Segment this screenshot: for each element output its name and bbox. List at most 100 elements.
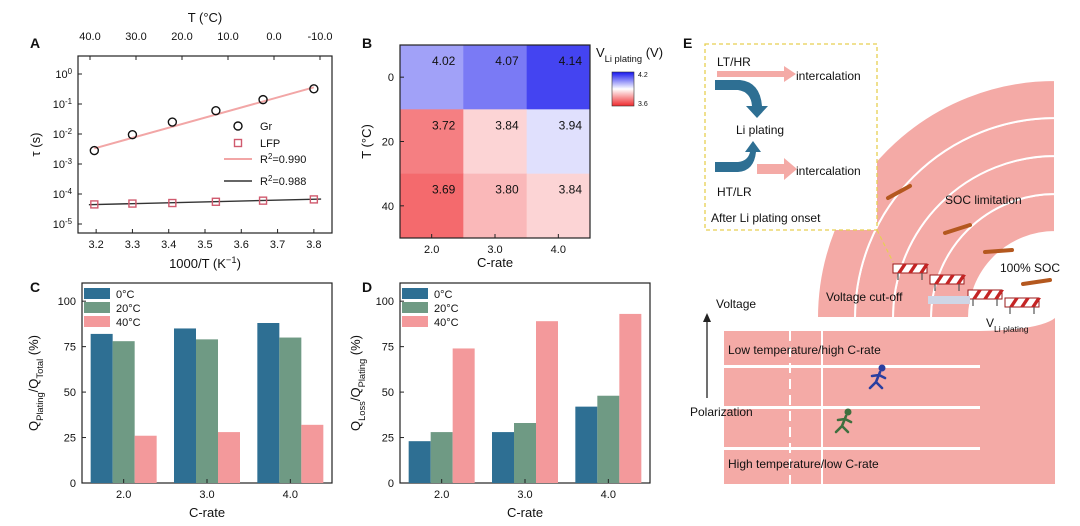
panel-a-xlabel: 1000/T (K−1) <box>169 255 241 271</box>
panel-a-legend-fit-0-part-0: R <box>260 154 268 166</box>
panel-d-bar-2-0 <box>452 348 475 483</box>
panel-d-bar-0-2 <box>575 406 598 483</box>
panel-a-gr-point-3 <box>211 105 221 116</box>
panel-c-xlabel: C-rate <box>189 505 225 520</box>
panel-e-runner-blue-body <box>868 370 887 390</box>
panel-a-x-tick-3: 3.5 <box>197 239 212 251</box>
panel-a-label: A <box>30 35 40 51</box>
panel-d-bar-0-1 <box>492 432 514 483</box>
panel-b-cell-0-1 <box>463 45 528 110</box>
panel-b-x-tick-2: 4.0 <box>551 244 566 256</box>
panel-a-xlabel-part-2: ) <box>237 256 241 271</box>
panel-e-barrier-1-stripe-0 <box>934 275 944 284</box>
panel-a-y-tick-5-part-1: -5 <box>65 217 73 226</box>
panel-e-voltage-cutoff: Voltage cut-off <box>826 290 903 304</box>
panel-e-low-temp: Low temperature/high C-rate <box>728 343 881 357</box>
panel-b-cell-2-2 <box>526 173 591 239</box>
panel-a-x-tick-0: 3.2 <box>88 239 103 251</box>
panel-b-cell-1-0 <box>400 109 464 175</box>
panel-e-runner-green-body <box>834 414 853 434</box>
panel-c-ylabel-part-4: (%) <box>26 335 41 359</box>
panel-c-ylabel-part-3: Total <box>35 359 45 379</box>
panel-c-bar-1-0 <box>112 341 135 483</box>
panel-e-barrier-3 <box>1004 297 1041 314</box>
panel-a-x-tick-6: 3.8 <box>306 239 321 251</box>
panel-a-legend-gr: Gr <box>260 121 273 133</box>
panel-c-bar-0-0 <box>90 333 113 483</box>
panel-a-y-tick-1: 10-1 <box>53 97 73 112</box>
panel-e-inset-intercalation-top: intercalation <box>796 69 861 83</box>
panel-e-inset-arrow-down <box>715 80 768 118</box>
panel-e-inset-caption: After Li plating onset <box>711 211 821 225</box>
panel-e-inset-arrow-bottom <box>757 158 797 180</box>
panel-b-label: B <box>362 35 372 51</box>
panel-c-bar-2-2 <box>301 424 324 483</box>
panel-e-runner-green-icon <box>834 408 853 434</box>
panel-e-inset-ht-lr: HT/LR <box>717 185 752 199</box>
panel-d: D 2.0 3.0 4.0 C-rate 0 25 50 75 100 QLoss/QPlating… <box>348 279 651 520</box>
panel-e-cutoff-strip <box>928 296 970 304</box>
panel-b-cell-1-1 <box>463 109 528 175</box>
panel-d-y-tick-3: 75 <box>382 342 394 354</box>
panel-b-cell-value-2-0: 3.69 <box>432 183 456 197</box>
panel-b-cell-value-2-2: 3.84 <box>559 183 583 197</box>
panel-d-bar-2-2 <box>619 313 642 483</box>
panel-a-x-tick-1: 3.3 <box>125 239 140 251</box>
panel-e-soc-dash-1 <box>943 223 972 235</box>
panel-c-y-tick-4: 100 <box>58 296 76 308</box>
panel-e-barrier-0-stripe-1 <box>908 264 918 273</box>
panel-b-cell-value-1-1: 3.84 <box>495 118 519 132</box>
panel-c-y-tick-1: 25 <box>64 433 76 445</box>
panel-c-bar-2-0 <box>134 435 157 483</box>
panel-d-ylabel-part-2: /Q <box>348 387 363 401</box>
panel-d-ylabel: QLoss/QPlating (%) <box>348 335 367 431</box>
panel-b-cell-value-2-1: 3.80 <box>495 183 519 197</box>
panel-b-cell-1-2 <box>526 109 591 175</box>
panel-d-legend-0: 0°C <box>434 289 453 301</box>
panel-c-x-tick-2: 4.0 <box>283 489 298 501</box>
panel-e-barrier-2-stripe-1 <box>983 290 993 299</box>
panel-d-xlabel: C-rate <box>507 505 543 520</box>
panel-d-y-tick-4: 100 <box>376 296 394 308</box>
panel-a-gr-point-2 <box>167 117 178 127</box>
panel-b-x-tick-1: 3.0 <box>487 244 502 256</box>
panel-c-ylabel-part-2: /Q <box>26 379 41 393</box>
panel-b-colorbar-title-part-1: Li plating <box>605 54 642 64</box>
panel-c-x-tick-0: 2.0 <box>116 489 131 501</box>
panel-c-legend-0: 0°C <box>116 289 135 301</box>
panel-b-colorbar-tick-max: 4.2 <box>638 72 648 79</box>
panel-e-inset-intercalation-bottom: intercalation <box>796 164 861 178</box>
panel-e-road-curve-fill <box>980 318 1055 484</box>
panel-b-x-tick-0: 2.0 <box>424 244 439 256</box>
panel-b-cell-0-2 <box>526 45 591 110</box>
panel-b-cell-value-0-1: 4.07 <box>495 54 519 68</box>
panel-e-inset-li-plating: Li plating <box>736 123 784 137</box>
panel-c-legend-swatch-2 <box>84 316 110 327</box>
panel-b-cell-2-1 <box>463 173 528 239</box>
panel-c-legend-1: 20°C <box>116 303 141 315</box>
panel-c-ylabel-part-1: Plating <box>35 392 45 421</box>
panel-d-legend-swatch-1 <box>402 302 428 313</box>
panel-a-y-tick-2-part-0: 10 <box>53 129 65 141</box>
panel-a-y-tick-1-part-1: -1 <box>65 97 73 106</box>
panel-a-y-tick-4-part-0: 10 <box>53 189 65 201</box>
panel-e-road-lane-3 <box>724 450 986 484</box>
panel-a-legend-fit-1-part-1: 2 <box>268 174 272 183</box>
panel-a-y-tick-0: 100 <box>55 67 72 82</box>
panel-e-inset: LT/HR intercalation Li plating intercalatio… <box>704 43 894 263</box>
panel-b-ylabel: T (°C) <box>359 124 374 159</box>
panel-a-y-tick-4: 10-4 <box>53 187 73 202</box>
panel-a-x-tick-4: 3.6 <box>234 239 249 251</box>
panel-a-lfp-point-5 <box>309 195 319 204</box>
panel-e-road-lane-2 <box>724 409 986 447</box>
panel-a-xlabel-part-0: 1000/T (K <box>169 256 226 271</box>
panel-e-v-plating-part-1: Li plating <box>994 324 1029 334</box>
panel-a-frame <box>77 55 333 234</box>
panel-e-soc-dash-3 <box>1021 278 1052 286</box>
panel-a-top-axis-title: T (°C) <box>188 10 223 25</box>
panel-c-y-tick-2: 50 <box>64 387 76 399</box>
panel-c-legend-swatch-0 <box>84 288 110 299</box>
panel-a-y-tick-3: 10-3 <box>53 157 73 172</box>
panel-c-ylabel: QPlating/QTotal (%) <box>26 335 45 431</box>
